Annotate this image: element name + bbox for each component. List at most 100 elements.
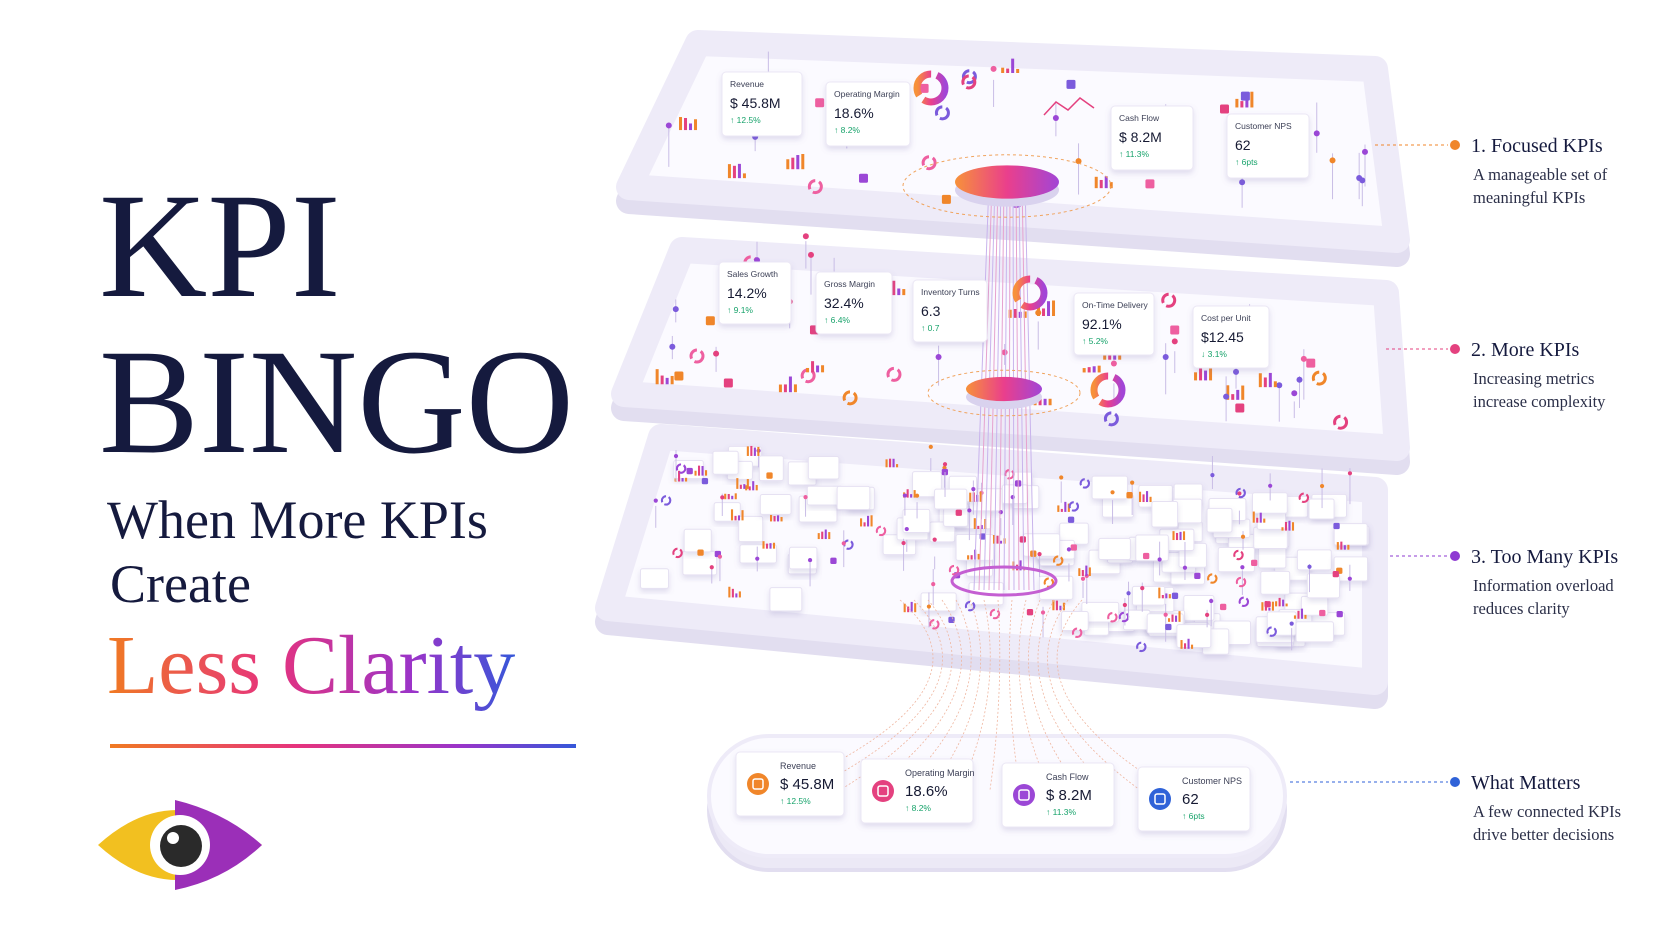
mini-donut (1311, 370, 1327, 386)
mini-bar (1175, 532, 1179, 541)
mini-bar (1340, 541, 1343, 550)
pin-dot (942, 465, 947, 470)
kpi-change: ↑ 8.2% (834, 125, 860, 135)
kpi-card-bg (1110, 105, 1194, 171)
kpi-value: 6.3 (921, 303, 941, 319)
mini-bar (727, 493, 730, 500)
mini-donut (1052, 555, 1064, 566)
pin-dot (1037, 551, 1042, 557)
kpi-card-bg (1192, 305, 1270, 369)
pin-dot (1329, 157, 1336, 164)
kpi-label: Cash Flow (1046, 772, 1089, 782)
mini-bar (734, 493, 737, 500)
mini-bar (694, 470, 697, 476)
mini-bar (731, 495, 734, 500)
pin-dot (1035, 309, 1042, 316)
mini-donut (1333, 414, 1349, 430)
pin-dot (1307, 564, 1312, 569)
mini-bar (1263, 377, 1267, 388)
mini-donut (1266, 626, 1277, 637)
mini-bar (793, 384, 797, 393)
pin-dot (1240, 565, 1245, 570)
mini-bars (1180, 638, 1194, 649)
mini-bar (1180, 640, 1183, 649)
tiny-card (683, 528, 712, 553)
pin-dot (971, 487, 976, 492)
mini-donut (1161, 292, 1177, 308)
tiny-card (712, 450, 739, 475)
core-ring (950, 565, 1058, 597)
mini-bar (684, 117, 688, 131)
kpi-icon (747, 773, 769, 795)
mini-bar (769, 543, 772, 549)
mini-bar (727, 164, 731, 179)
mini-bar (783, 384, 787, 393)
mini-bar (1236, 389, 1240, 400)
mini-bar (694, 119, 698, 131)
cube (1067, 516, 1075, 523)
tiny-card (1091, 475, 1128, 500)
mini-bars (1094, 176, 1113, 189)
mini-bar (992, 535, 996, 544)
donut-widget (1012, 275, 1048, 311)
mini-bar (1250, 91, 1254, 108)
kpi-value: $ 45.8M (730, 95, 781, 111)
mini-bars (1261, 601, 1274, 611)
mini-bar (737, 163, 741, 179)
cube (1145, 179, 1155, 189)
cube (1126, 492, 1133, 499)
mini-bar (655, 369, 659, 385)
pin-dot (807, 558, 813, 563)
tiny-card (1333, 523, 1368, 546)
kpi-card: On-Time Delivery 92.1% ↑ 5.2% (1073, 292, 1155, 356)
core-disc (955, 165, 1059, 199)
pin-dot (1289, 621, 1294, 626)
tiny-card (1260, 570, 1291, 595)
mini-bars (1226, 385, 1245, 400)
mini-bar (1013, 309, 1017, 318)
mini-bar (1347, 544, 1350, 550)
mini-bar (910, 494, 913, 498)
pin-dot (803, 495, 808, 500)
pin-dot (1276, 382, 1283, 389)
mini-bars (1172, 531, 1186, 541)
legend-dot (1450, 344, 1460, 354)
kpi-card-bg (1073, 292, 1155, 356)
mini-donut (1235, 487, 1246, 499)
mini-bar (1048, 398, 1052, 406)
tiny-card (758, 455, 784, 482)
pin-dot (802, 233, 809, 240)
kpi-card: Customer NPS 62 ↑ 6pts (1137, 766, 1251, 832)
pin-dot (932, 537, 937, 542)
mini-bar (1297, 610, 1300, 619)
cube (1220, 603, 1227, 611)
kpi-value: $ 8.2M (1046, 787, 1092, 804)
mini-bar (1288, 520, 1291, 531)
mini-bar (806, 367, 810, 373)
pin-dot (807, 251, 814, 258)
tiny-card (769, 587, 803, 612)
kpi-change: ↑ 9.1% (727, 305, 753, 315)
logo-pupil (160, 825, 202, 867)
legend-description: increase complexity (1473, 392, 1606, 411)
mini-bar (1047, 301, 1051, 316)
pin-dot (1140, 586, 1145, 591)
kpi-card-bg (721, 71, 803, 137)
mini-bar (1291, 522, 1295, 531)
mini-bar (903, 603, 906, 613)
mini-bar (1161, 595, 1164, 599)
pin-dot (665, 122, 672, 129)
pin-dot (1080, 576, 1086, 581)
kpi-card: Gross Margin 32.4% ↑ 6.4% (815, 271, 893, 335)
mini-donut (1235, 576, 1247, 588)
cube (955, 509, 962, 516)
mini-bar (1268, 372, 1272, 388)
pin-dot (1066, 547, 1072, 552)
title-line: KPI (99, 163, 341, 329)
mini-bar (741, 510, 744, 521)
cube (1066, 79, 1076, 89)
mini-donut (660, 495, 672, 506)
mini-bars (1194, 365, 1213, 381)
mini-bar (750, 445, 753, 456)
mini-bar (1088, 567, 1091, 576)
